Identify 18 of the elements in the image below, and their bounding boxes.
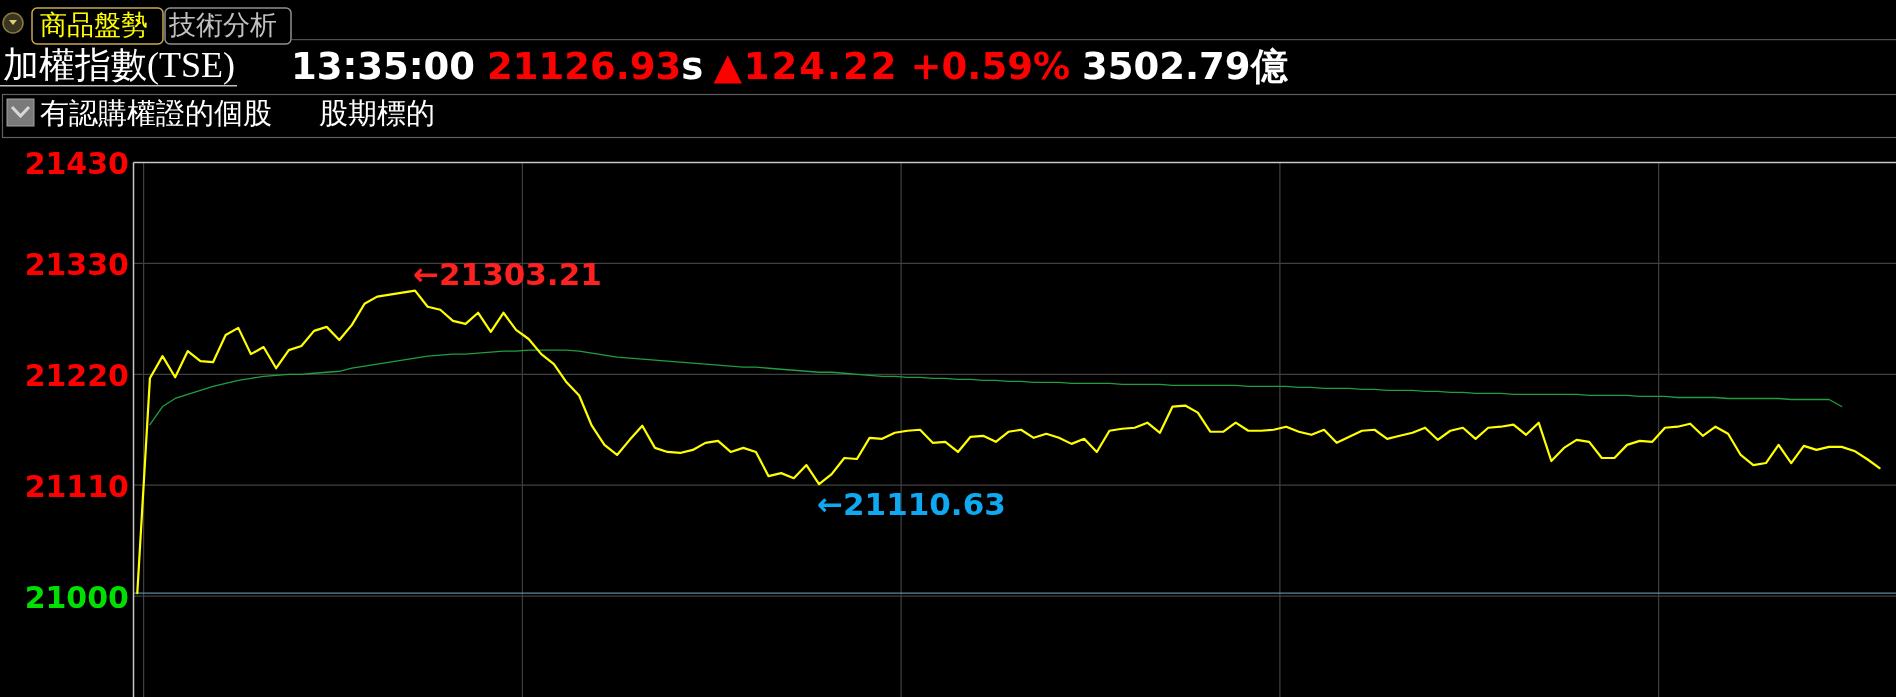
y-tick-label: 21000 (24, 579, 129, 615)
text: 13:35:00 (291, 45, 476, 88)
chart-title: 加權指數(TSE) (3, 45, 235, 85)
text: 商品盤勢 (40, 9, 148, 40)
y-tick-label: 21430 (24, 146, 129, 181)
text: 3502.79億 (1081, 45, 1289, 88)
y-tick-label: 21110 (24, 468, 129, 504)
annotation: ←21110.63 (817, 486, 1006, 523)
y-tick-label: 21220 (24, 357, 129, 393)
text: 有認購權證的個股 (40, 96, 272, 130)
text: ▲124.22 (713, 45, 899, 88)
text: 21126.93 (487, 45, 682, 88)
annotation: ←21303.21 (413, 255, 602, 292)
text: +0.59% (910, 45, 1070, 88)
text: 技術分析 (168, 9, 277, 40)
text: s (681, 45, 704, 88)
y-tick-label: 21330 (24, 246, 129, 282)
text: 股期標的 (319, 96, 435, 130)
